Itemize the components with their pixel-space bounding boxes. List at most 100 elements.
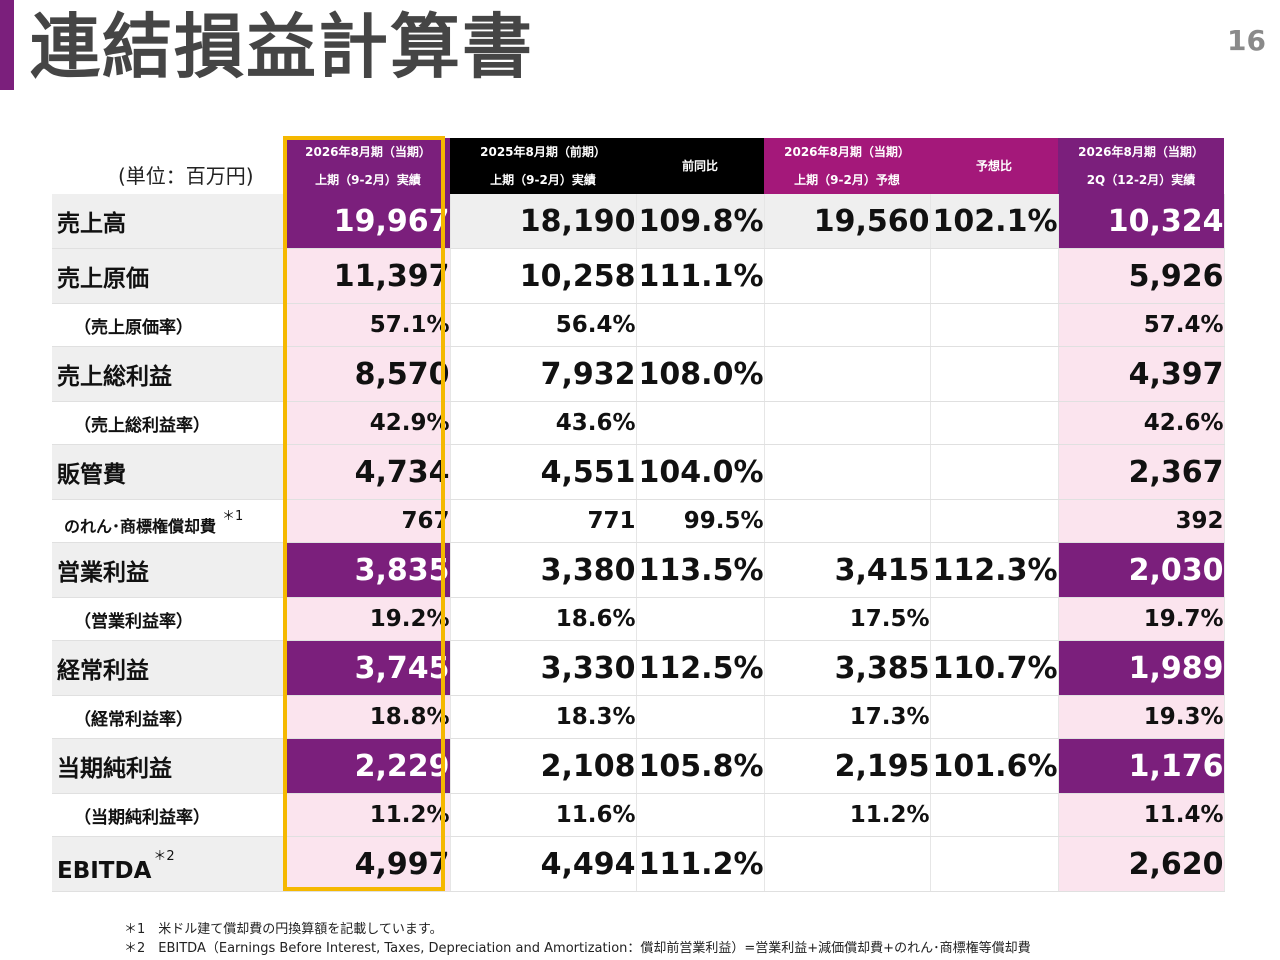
table-cell: 109.8% — [636, 194, 765, 249]
income-statement-table: 2026年8月期（当期） 上期（9-2月）実績 2025年8月期（前期） 上期（… — [52, 138, 1225, 892]
page-title: 連結損益計算書 — [30, 6, 534, 88]
footnotes: ＊1 米ドル建て償却費の円換算額を記載しています。 ＊2 EBITDA（Earn… — [124, 920, 1031, 958]
table-cell: 4,397 — [1058, 346, 1225, 402]
table-cell: 57.1% — [286, 303, 451, 347]
row-label: （売上原価率） — [52, 303, 287, 347]
table-cell — [636, 597, 765, 641]
table-cell: 18.6% — [450, 597, 637, 641]
table-cell: 11.4% — [1058, 793, 1225, 837]
table-cell: 3,380 — [450, 542, 637, 598]
table-cell — [764, 444, 931, 500]
table-cell: 18,190 — [450, 194, 637, 249]
row-label-text: （経常利益率） — [74, 709, 193, 730]
row-label: 販管費 — [52, 444, 287, 500]
footnote-2: ＊2 EBITDA（Earnings Before Interest, Taxe… — [124, 941, 1031, 956]
table-cell — [636, 401, 765, 445]
row-label: 経常利益 — [52, 640, 287, 696]
table-cell — [764, 303, 931, 347]
table-cell — [764, 346, 931, 402]
table-cell: 101.6% — [930, 738, 1059, 794]
table-cell — [930, 793, 1059, 837]
table-cell: 18.8% — [286, 695, 451, 739]
table-row: 営業利益 3,835 3,380 113.5% 3,415 112.3% 2,030 — [52, 542, 1225, 598]
row-label-text: （売上原価率） — [74, 317, 193, 338]
table-cell — [636, 695, 765, 739]
row-label: EBITDA＊2 — [52, 836, 287, 892]
table-cell: 2,367 — [1058, 444, 1225, 500]
table-cell: 1,989 — [1058, 640, 1225, 696]
table-cell: 111.2% — [636, 836, 765, 892]
table-cell: 104.0% — [636, 444, 765, 500]
table-cell: 2,108 — [450, 738, 637, 794]
row-label-text: 売上原価 — [57, 266, 149, 292]
table-cell: 17.5% — [764, 597, 931, 641]
row-label: 売上総利益 — [52, 346, 287, 402]
table-row: 売上高 19,967 18,190 109.8% 19,560 102.1% 10,324 — [52, 194, 1225, 249]
table-cell: 10,258 — [450, 248, 637, 304]
row-label: （当期純利益率） — [52, 793, 287, 837]
table-row: （営業利益率） 19.2% 18.6% 17.5% 19.7% — [52, 597, 1225, 641]
table-cell: 2,229 — [286, 738, 451, 794]
table-cell: 3,745 — [286, 640, 451, 696]
table-cell: 19,560 — [764, 194, 931, 249]
table-cell: 56.4% — [450, 303, 637, 347]
table-row: のれん･商標権償却費 ＊1 767 771 99.5% 392 — [52, 499, 1225, 543]
footnote-1: ＊1 米ドル建て償却費の円換算額を記載しています。 — [124, 922, 443, 937]
table-row: 経常利益 3,745 3,330 112.5% 3,385 110.7% 1,989 — [52, 640, 1225, 696]
table-cell: 43.6% — [450, 401, 637, 445]
header-corner — [52, 138, 286, 194]
table-cell: 4,997 — [286, 836, 451, 892]
table-row: 販管費 4,734 4,551 104.0% 2,367 — [52, 444, 1225, 500]
table-cell — [930, 499, 1059, 543]
row-label-text: 売上総利益 — [57, 364, 172, 390]
title-accent-bar — [0, 0, 14, 90]
table-cell: 112.5% — [636, 640, 765, 696]
row-label: のれん･商標権償却費 ＊1 — [52, 499, 287, 543]
table-cell: 8,570 — [286, 346, 451, 402]
header-row: 2026年8月期（当期） 上期（9-2月）実績 2025年8月期（前期） 上期（… — [52, 138, 1224, 194]
row-label-text: （売上総利益率） — [74, 415, 210, 436]
footnote-marker: ＊1 — [222, 509, 244, 524]
table-cell: 99.5% — [636, 499, 765, 543]
row-label-text: （営業利益率） — [74, 611, 193, 632]
table-cell: 4,551 — [450, 444, 637, 500]
table-cell — [930, 346, 1059, 402]
table-cell: 3,835 — [286, 542, 451, 598]
table-row: （売上総利益率） 42.9% 43.6% 42.6% — [52, 401, 1225, 445]
table-cell: 767 — [286, 499, 451, 543]
table-cell: 1,176 — [1058, 738, 1225, 794]
row-label: （売上総利益率） — [52, 401, 287, 445]
table-cell: 771 — [450, 499, 637, 543]
table-cell: 42.6% — [1058, 401, 1225, 445]
table-cell: 5,926 — [1058, 248, 1225, 304]
table-cell: 2,620 — [1058, 836, 1225, 892]
col-header-current-h1-forecast: 2026年8月期（当期） 上期（9-2月）予想 — [764, 138, 930, 194]
col-header-current-h1-actual: 2026年8月期（当期） 上期（9-2月）実績 — [286, 138, 450, 194]
table-row: （経常利益率） 18.8% 18.3% 17.3% 19.3% — [52, 695, 1225, 739]
row-label-text: 当期純利益 — [57, 756, 172, 782]
table-cell: 19.2% — [286, 597, 451, 641]
table-cell — [764, 248, 931, 304]
row-label: 売上原価 — [52, 248, 287, 304]
table-cell: 105.8% — [636, 738, 765, 794]
table-cell: 102.1% — [930, 194, 1059, 249]
table-row: 当期純利益 2,229 2,108 105.8% 2,195 101.6% 1,176 — [52, 738, 1225, 794]
table-cell: 3,385 — [764, 640, 931, 696]
table-cell: 42.9% — [286, 401, 451, 445]
table-cell: 19,967 — [286, 194, 451, 249]
table-cell — [930, 836, 1059, 892]
page-number: 16 — [1227, 24, 1266, 57]
table-row: 売上原価 11,397 10,258 111.1% 5,926 — [52, 248, 1225, 304]
table-row: EBITDA＊2 4,997 4,494 111.2% 2,620 — [52, 836, 1225, 892]
table-cell: 3,330 — [450, 640, 637, 696]
table-cell — [636, 793, 765, 837]
unit-label: (単位：百万円) — [118, 164, 254, 188]
table-cell — [930, 303, 1059, 347]
table-cell: 18.3% — [450, 695, 637, 739]
row-label: （営業利益率） — [52, 597, 287, 641]
table-cell: 11,397 — [286, 248, 451, 304]
table-cell — [930, 695, 1059, 739]
row-label-text: 売上高 — [57, 211, 126, 237]
table-cell — [930, 248, 1059, 304]
table-cell: 7,932 — [450, 346, 637, 402]
